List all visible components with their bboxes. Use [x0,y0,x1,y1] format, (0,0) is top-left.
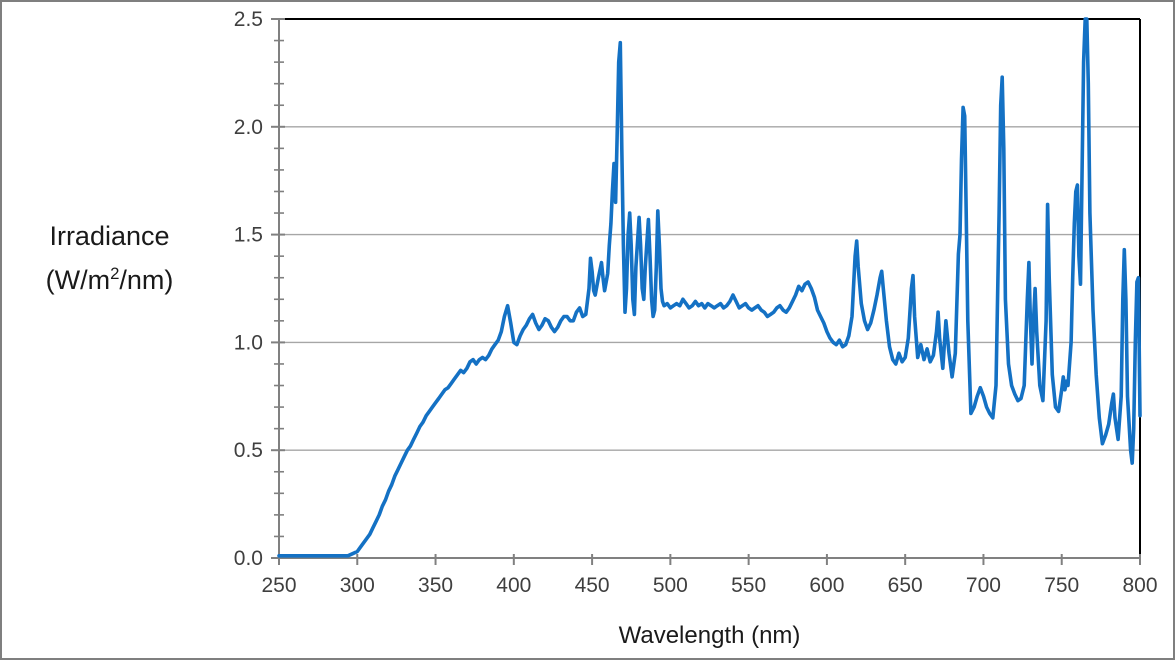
x-tick-label: 750 [1044,574,1079,597]
x-tick-label: 250 [261,574,296,597]
y-tick-label: 0.0 [234,547,263,570]
y-tick-label: 2.5 [234,8,263,31]
x-axis-title: Wavelength (nm) [618,622,801,649]
y-tick-label: 0.5 [234,439,263,462]
x-tick-label: 300 [340,574,375,597]
x-tick-label: 700 [966,574,1001,597]
y-tick-label: 1.5 [234,224,263,247]
y-axis-title-superscript: 2 [110,264,120,283]
x-tick-label: 350 [418,574,453,597]
y-tick-label: 1.0 [234,331,263,354]
y-tick-label: 2.0 [234,116,263,139]
x-tick-label: 800 [1122,574,1157,597]
x-tick-label: 550 [731,574,766,597]
x-tick-label: 400 [496,574,531,597]
y-axis-title: Irradiance (W/m2/nm) [12,214,207,302]
x-tick-label: 600 [809,574,844,597]
y-axis-title-line2: (W/m2/nm) [45,264,174,295]
y-axis-title-line1: Irradiance [49,221,170,251]
x-tick-label: 650 [888,574,923,597]
spectrum-line [277,17,1142,558]
x-tick-label: 500 [653,574,688,597]
x-tick-label: 450 [575,574,610,597]
